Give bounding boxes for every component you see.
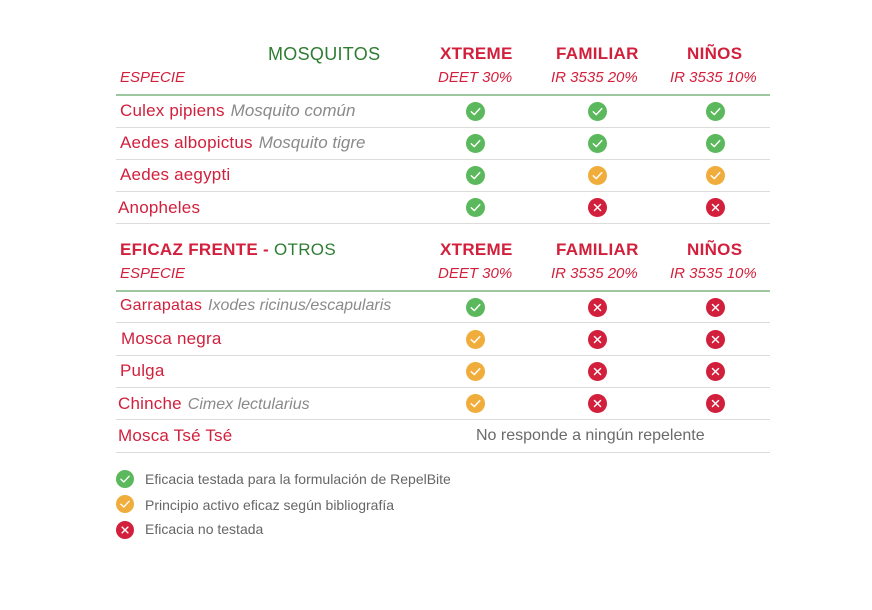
species-common-name: Mosquito tigre: [258, 133, 366, 152]
species-common-name: Mosquito común: [230, 101, 356, 120]
species-name: Aedes aegypti: [120, 165, 231, 184]
species-common-name: Cimex lectularius: [187, 396, 310, 413]
otros-title: EFICAZ FRENTE - OTROS: [120, 240, 336, 260]
col-sub-xtreme: DEET 30%: [438, 69, 513, 86]
check-icon: [465, 361, 485, 381]
cross-icon: [705, 297, 725, 317]
table-row: Garrapatas Ixodes ricinus/escapularis: [120, 297, 391, 315]
row-divider: [116, 355, 770, 356]
cross-icon: [705, 361, 725, 381]
header-divider: [116, 290, 770, 292]
legend-label-tested: Eficacia testada para la formulación de …: [145, 471, 451, 487]
table-row: Pulga: [120, 361, 164, 381]
cross-icon: [587, 197, 607, 217]
col-header-xtreme: XTREME: [440, 240, 513, 259]
species-common-name: Ixodes ricinus/escapularis: [208, 297, 392, 314]
col-header-xtreme: XTREME: [440, 44, 513, 63]
check-icon: [116, 495, 134, 513]
table-row: Aedes aegypti: [120, 165, 230, 185]
col-header-ninos: NIÑOS: [687, 44, 743, 63]
cross-icon: [587, 329, 607, 349]
check-icon: [705, 165, 725, 185]
col-sub-ninos: IR 3535 10%: [670, 265, 757, 282]
cross-icon: [587, 393, 607, 413]
col-sub-xtreme: DEET 30%: [438, 265, 513, 282]
check-icon: [465, 133, 485, 153]
table-row: Anopheles: [118, 198, 200, 218]
header-divider: [116, 94, 770, 96]
col-header-ninos: NIÑOS: [687, 240, 743, 259]
check-icon: [116, 470, 134, 488]
check-icon: [465, 165, 485, 185]
check-icon: [705, 133, 725, 153]
row-divider: [116, 159, 770, 160]
tsetse-note: No responde a ningún repelente: [476, 427, 705, 444]
col-sub-ninos: IR 3535 10%: [670, 69, 757, 86]
row-divider: [116, 322, 770, 323]
col-header-familiar: FAMILIAR: [556, 44, 639, 63]
species-name: Pulga: [120, 361, 165, 380]
row-divider: [116, 419, 770, 420]
cross-icon: [587, 297, 607, 317]
legend-label-bibliography: Principio activo eficaz según bibliograf…: [145, 497, 395, 513]
check-icon: [587, 165, 607, 185]
row-divider: [116, 387, 770, 388]
cross-icon: [587, 361, 607, 381]
row-divider: [116, 191, 770, 192]
check-icon: [465, 197, 485, 217]
row-divider: [116, 223, 770, 224]
check-icon: [465, 393, 485, 413]
species-name: Mosca negra: [121, 329, 222, 348]
check-icon: [465, 329, 485, 349]
check-icon: [465, 297, 485, 317]
species-name: Chinche: [118, 394, 182, 413]
otros-title-part2: OTROS: [269, 240, 336, 259]
cross-icon: [705, 329, 725, 349]
table-row: Mosca negra: [121, 329, 221, 349]
check-icon: [587, 101, 607, 121]
table-row: Culex pipiens Mosquito común: [120, 101, 355, 121]
species-name: Garrapatas: [120, 297, 203, 314]
otros-title-part1: EFICAZ FRENTE -: [120, 240, 269, 259]
cross-icon: [116, 521, 134, 539]
species-name: Culex pipiens: [120, 101, 225, 120]
especie-label: ESPECIE: [120, 69, 186, 86]
check-icon: [705, 101, 725, 121]
species-name: Mosca Tsé Tsé: [118, 426, 233, 445]
species-name: Anopheles: [118, 198, 201, 217]
cross-icon: [705, 197, 725, 217]
row-divider: [116, 127, 770, 128]
species-name: Aedes albopictus: [120, 133, 253, 152]
cross-icon: [705, 393, 725, 413]
row-divider: [116, 452, 770, 453]
check-icon: [465, 101, 485, 121]
col-header-familiar: FAMILIAR: [556, 240, 639, 259]
legend-label-not-tested: Eficacia no testada: [145, 521, 264, 537]
mosquitos-title: MOSQUITOS: [268, 44, 381, 64]
check-icon: [587, 133, 607, 153]
table-row: Chinche Cimex lectularius: [118, 394, 310, 414]
table-row: Aedes albopictus Mosquito tigre: [120, 133, 365, 153]
col-sub-familiar: IR 3535 20%: [551, 69, 638, 86]
especie-label: ESPECIE: [120, 265, 186, 282]
col-sub-familiar: IR 3535 20%: [551, 265, 638, 282]
table-row-tsetse: Mosca Tsé Tsé: [118, 426, 232, 446]
